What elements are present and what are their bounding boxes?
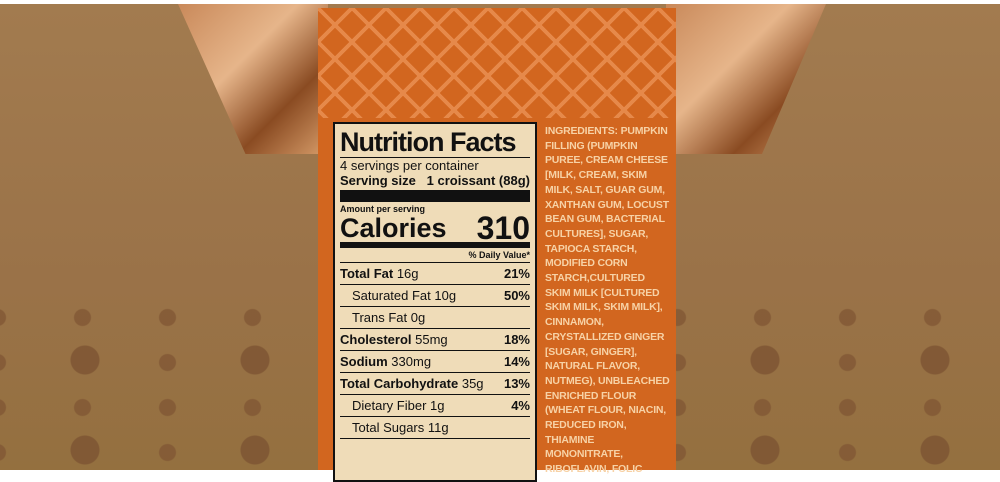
serving-size: Serving size 1 croissant (88g): [340, 173, 530, 188]
nutrient-dv: 21%: [503, 266, 530, 281]
diamond-pattern: [318, 8, 676, 118]
nutrient-row: Cholesterol 55mg 18%: [340, 329, 530, 351]
ingredients-line: MILK, SALT, GUAR GUM,: [545, 183, 665, 196]
amount-per-serving: Amount per serving: [340, 204, 426, 214]
daily-value-header: % Daily Value*: [340, 248, 530, 263]
serving-size-value: 1 croissant (88g): [426, 173, 530, 188]
ingredients-line: ENRICHED FLOUR: [545, 389, 637, 402]
nutrient-row: Sodium 330mg 14%: [340, 351, 530, 373]
ingredients-line: TAPIOCA STARCH,: [545, 242, 637, 255]
nutrient-dv: 18%: [503, 332, 530, 347]
nutrient-name: Trans Fat 0g: [352, 310, 426, 325]
ingredients-line: FILLING (PUMPKIN: [545, 139, 638, 152]
ingredients-list: INGREDIENTS: PUMPKIN FILLING (PUMPKIN PURE…: [545, 124, 675, 477]
product-label-band: Nutrition Facts 4 servings per container…: [318, 8, 676, 482]
ingredients-line: INGREDIENTS: PUMPKIN: [545, 125, 668, 137]
nutrient-row: Dietary Fiber 1g 4%: [340, 395, 530, 417]
nutrient-name: Cholesterol 55mg: [340, 332, 448, 347]
nutrient-name: Total Sugars 11g: [352, 420, 449, 435]
ingredients-line: NATURAL FLAVOR,: [545, 360, 640, 373]
ingredients-line: [MILK, CREAM, SKIM: [545, 169, 647, 182]
ingredients-line: [SUGAR, GINGER],: [545, 345, 637, 358]
nutrient-dv: 14%: [503, 354, 530, 369]
ingredients-line: REDUCED IRON,: [545, 419, 627, 432]
nutrition-facts-panel: Nutrition Facts 4 servings per container…: [333, 122, 537, 482]
ingredients-line: STARCH,CULTURED: [545, 272, 645, 285]
ingredients-line: (WHEAT FLOUR, NIACIN,: [545, 404, 667, 417]
nutrient-dv: 50%: [503, 288, 530, 303]
nutrient-row: Total Fat 16g 21%: [340, 263, 530, 285]
calories-value: 310: [476, 210, 530, 246]
calories-label: Calories: [340, 213, 447, 243]
nutrient-row: Total Sugars 11g: [340, 417, 530, 439]
ingredients-line: NUTMEG), UNBLEACHED: [545, 374, 670, 387]
ingredients-line: BEAN GUM, BACTERIAL: [545, 213, 665, 226]
nutrient-name: Total Carbohydrate 35g: [340, 376, 484, 391]
nutrient-name: Saturated Fat 10g: [352, 288, 457, 303]
ingredients-line: CULTURES], SUGAR,: [545, 227, 649, 240]
ingredients-line: MODIFIED CORN: [545, 257, 628, 270]
calories-row: Calories 310: [340, 210, 530, 248]
ingredients-line: XANTHAN GUM, LOCUST: [545, 198, 669, 211]
nutrient-name: Sodium 330mg: [340, 354, 432, 369]
ingredients-line: SKIM MILK [CULTURED: [545, 286, 660, 299]
nutrient-dv: 4%: [511, 398, 530, 413]
nutrient-name: Dietary Fiber 1g: [352, 398, 445, 413]
nutrient-row: Total Carbohydrate 35g 13%: [340, 373, 530, 395]
ingredients-line: CINNAMON,: [545, 316, 604, 329]
servings-per-container: 4 servings per container: [340, 158, 479, 173]
nutrient-dv: 13%: [503, 376, 530, 391]
nutrient-row: Saturated Fat 10g 50%: [340, 285, 530, 307]
ingredients-line: SKIM MILK, SKIM MILK],: [545, 301, 663, 314]
nutrient-name: Total Fat 16g: [340, 266, 419, 281]
ingredients-line: PUREE, CREAM CHEESE: [545, 154, 668, 167]
nutrient-row: Trans Fat 0g: [340, 307, 530, 329]
divider: [340, 190, 530, 202]
ingredients-line: CRYSTALLIZED GINGER: [545, 330, 665, 343]
nutrition-title: Nutrition Facts: [340, 127, 530, 158]
ingredients-line: THIAMINE: [545, 433, 595, 446]
serving-size-label: Serving size: [340, 173, 416, 188]
ingredients-line: MONONITRATE,: [545, 448, 623, 461]
